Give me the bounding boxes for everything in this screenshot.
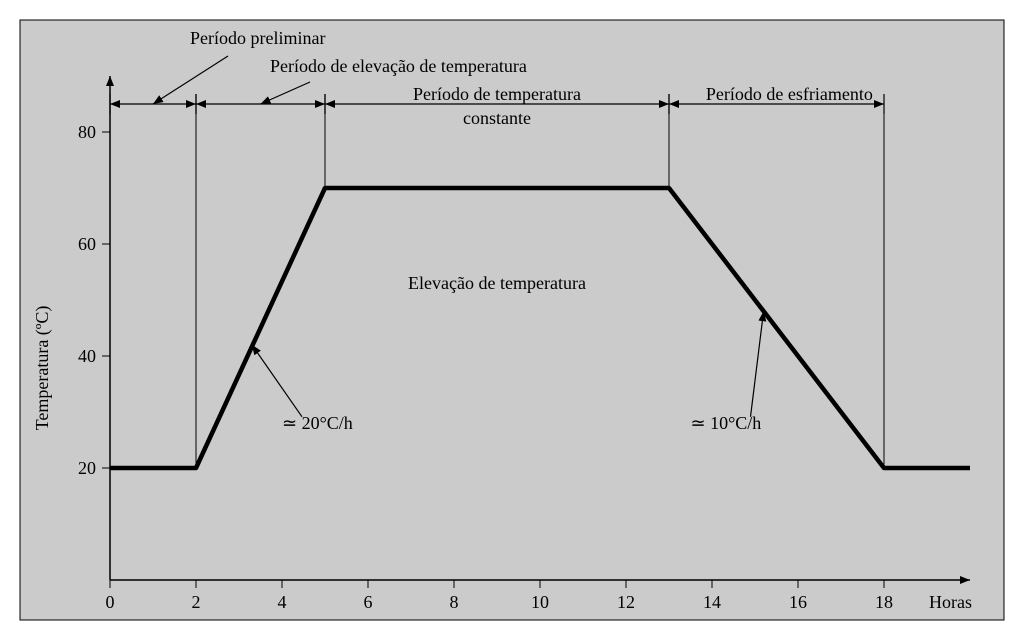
temperature-cycle-chart: 0 2 4 6 8 10 12 14 16 18 Horas 20 40 60 80 Temperatura … [0,0,1024,640]
x-tick-label: 14 [703,592,721,612]
rate-label-rise-rate: ≃ 20°C/h [282,413,353,433]
y-tick-label: 80 [78,122,96,142]
y-axis-label: Temperatura (ºC) [32,306,53,431]
x-tick-label: 10 [531,592,549,612]
x-tick-label: 6 [364,592,373,612]
y-tick-label: 60 [78,234,96,254]
x-axis-label: Horas [929,592,972,612]
callout-preliminar: Período preliminar [190,28,325,48]
y-tick-label: 40 [78,346,96,366]
x-tick-label: 4 [278,592,287,612]
x-tick-label: 16 [789,592,807,612]
center-label: Elevação de temperatura [408,273,586,293]
period-label-constante: Período de temperatura [413,84,581,104]
x-tick-label: 8 [450,592,459,612]
period-label-esfriamento: Período de esfriamento [706,84,873,104]
x-tick-label: 0 [106,592,115,612]
x-tick-label: 12 [617,592,635,612]
chart-container: 0 2 4 6 8 10 12 14 16 18 Horas 20 40 60 80 Temperatura … [0,0,1024,640]
y-tick-label: 20 [78,458,96,478]
callout-elevacao-periodo: Período de elevação de temperatura [270,56,527,76]
x-tick-label: 2 [192,592,201,612]
period-label-constante-l2: constante [463,108,531,128]
x-tick-label: 18 [875,592,893,612]
